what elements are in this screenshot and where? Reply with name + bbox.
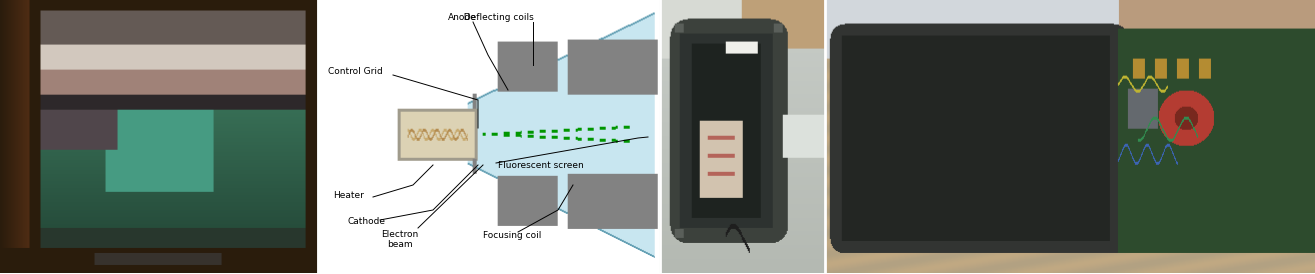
Text: Heater: Heater [333,190,364,199]
Text: Anode: Anode [448,13,477,22]
Text: Cathode: Cathode [348,218,387,227]
Text: Control Grid: Control Grid [327,67,383,76]
Text: Focusing coil: Focusing coil [483,230,542,239]
Text: Deflecting coils: Deflecting coils [458,13,534,22]
Text: Fluorescent screen: Fluorescent screen [498,161,584,170]
Text: Electron
beam: Electron beam [381,230,418,249]
